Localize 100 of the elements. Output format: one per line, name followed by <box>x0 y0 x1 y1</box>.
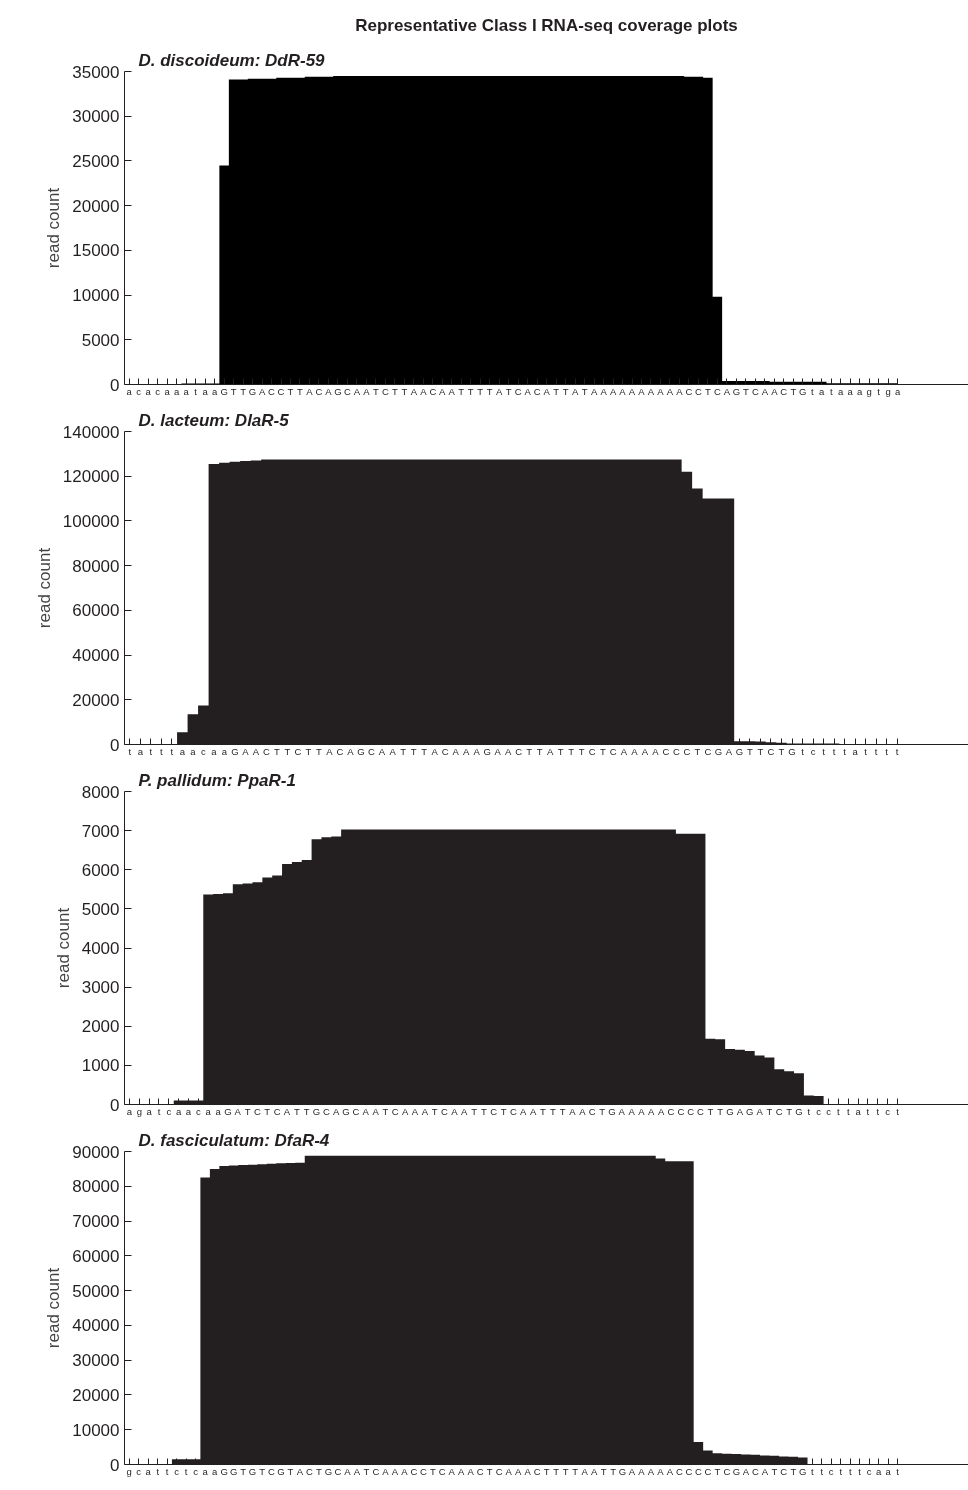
x-tick-label: A <box>242 745 250 757</box>
x-tick-label: T <box>562 385 569 397</box>
x-tick-label: T <box>297 385 304 397</box>
x-tick-label: C <box>704 745 712 757</box>
x-tick-label: t <box>843 745 847 757</box>
x-tick-label: t <box>839 1465 843 1477</box>
x-tick-label: A <box>391 1465 399 1477</box>
x-tick-label: A <box>389 745 397 757</box>
x-tick-label: A <box>420 385 428 397</box>
x-tick-label: A <box>657 1465 665 1477</box>
x-tick-label: T <box>600 1465 607 1477</box>
x-tick-label: G <box>220 1465 228 1477</box>
x-tick-label: T <box>578 745 585 757</box>
x-tick-label: A <box>736 1105 744 1117</box>
x-tick-label: t <box>810 1465 814 1477</box>
x-tick-label: G <box>229 1465 238 1477</box>
x-tick-label: T <box>694 745 701 757</box>
x-tick-label: G <box>342 1105 350 1117</box>
chart-title: D. lacteum: DlaR-5 <box>138 410 290 430</box>
x-tick-label: g <box>866 385 872 397</box>
x-tick-label: a <box>179 745 186 757</box>
x-tick-label: A <box>505 745 513 757</box>
x-tick-label: t <box>877 385 881 397</box>
x-tick-label: A <box>258 385 266 397</box>
x-tick-label: C <box>533 385 541 397</box>
x-tick-label: T <box>562 1465 569 1477</box>
x-tick-label: C <box>751 1465 759 1477</box>
x-tick-label: T <box>549 1105 556 1117</box>
y-tick-label: 80000 <box>72 556 120 576</box>
x-tick-label: a <box>126 1105 133 1117</box>
x-tick-label: a <box>174 385 181 397</box>
x-tick-label: t <box>895 745 899 757</box>
x-tick-label: C <box>704 1465 712 1477</box>
x-tick-label: C <box>334 1465 342 1477</box>
x-tick-label: t <box>876 1105 880 1117</box>
x-tick-label: C <box>476 1465 484 1477</box>
x-tick-label: A <box>325 385 333 397</box>
x-tick-label: T <box>500 1105 507 1117</box>
x-tick-label: A <box>600 385 608 397</box>
x-tick-label: A <box>529 1105 537 1117</box>
x-tick-label: T <box>540 1105 547 1117</box>
x-tick-label: C <box>667 1105 675 1117</box>
x-tick-label: a <box>202 1465 209 1477</box>
x-tick-label: C <box>510 1105 518 1117</box>
x-tick-label: G <box>312 1105 321 1117</box>
y-axis-title: read count <box>44 187 64 269</box>
y-tick-label: 25000 <box>72 151 120 171</box>
x-tick-label: A <box>725 745 733 757</box>
x-tick-label: T <box>543 1465 550 1477</box>
x-tick-label: T <box>717 1105 724 1117</box>
x-tick-label: C <box>672 745 680 757</box>
x-tick-label: a <box>145 1465 152 1477</box>
x-tick-label: t <box>874 745 878 757</box>
x-tick-label: c <box>866 1465 872 1477</box>
x-tick-label: C <box>294 745 302 757</box>
x-tick-label: A <box>467 1465 475 1477</box>
x-tick-label: A <box>353 1465 361 1477</box>
x-tick-label: T <box>557 745 564 757</box>
x-tick-label: C <box>254 1105 261 1117</box>
x-tick-label: C <box>438 1465 446 1477</box>
y-tick-label: 5000 <box>81 330 120 350</box>
x-tick-label: a <box>183 385 190 397</box>
x-tick-label: T <box>486 1465 493 1477</box>
y-tick-label: 1000 <box>81 1056 120 1076</box>
x-tick-label: T <box>790 385 797 397</box>
x-tick-label: T <box>316 1465 323 1477</box>
x-tick-label: c <box>200 745 206 757</box>
x-tick-label: A <box>473 745 481 757</box>
x-tick-label: t <box>832 745 836 757</box>
x-tick-label: t <box>858 1465 862 1477</box>
x-tick-label: G <box>248 385 257 397</box>
x-tick-label: c <box>136 1465 142 1477</box>
x-tick-label: A <box>452 745 460 757</box>
x-tick-label: T <box>790 1465 797 1477</box>
x-tick-label: C <box>490 1105 498 1117</box>
x-tick-label: t <box>807 1105 811 1117</box>
x-tick-label: A <box>571 385 579 397</box>
x-tick-label: T <box>599 1105 606 1117</box>
x-tick-label: A <box>638 1105 646 1117</box>
x-tick-label: t <box>149 745 153 757</box>
y-tick-label: 10000 <box>72 1420 120 1440</box>
x-tick-label: G <box>735 745 744 757</box>
x-tick-label: C <box>381 385 389 397</box>
x-tick-label: a <box>847 385 854 397</box>
x-tick-label: a <box>164 385 171 397</box>
x-tick-label: G <box>357 745 365 757</box>
x-tick-label: A <box>628 385 636 397</box>
x-tick-label: c <box>155 385 161 397</box>
x-tick-label: T <box>287 1465 294 1477</box>
x-tick-label: t <box>866 1105 870 1117</box>
x-tick-label: T <box>707 1105 714 1117</box>
x-tick-label: T <box>303 1105 310 1117</box>
chart-title: D. fasciculatum: DfaR-4 <box>138 1130 330 1150</box>
x-tick-label: C <box>676 1465 684 1477</box>
x-tick-label: G <box>220 385 228 397</box>
x-tick-label: A <box>461 1105 469 1117</box>
x-tick-label: a <box>885 1465 892 1477</box>
x-tick-label: c <box>810 745 816 757</box>
y-tick-label: 30000 <box>72 1351 120 1371</box>
x-tick-label: c <box>826 1105 832 1117</box>
